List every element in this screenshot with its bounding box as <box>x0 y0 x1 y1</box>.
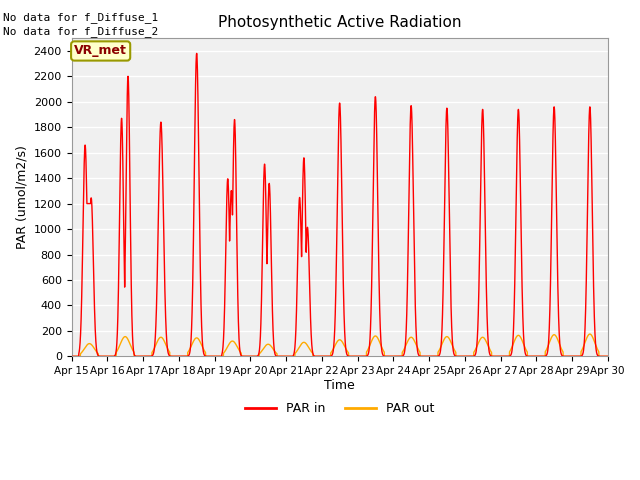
Text: No data for f_Diffuse_1: No data for f_Diffuse_1 <box>3 12 159 23</box>
Text: No data for f_Diffuse_2: No data for f_Diffuse_2 <box>3 26 159 37</box>
Text: VR_met: VR_met <box>74 45 127 58</box>
X-axis label: Time: Time <box>324 379 355 392</box>
Y-axis label: PAR (umol/m2/s): PAR (umol/m2/s) <box>15 145 28 249</box>
Legend: PAR in, PAR out: PAR in, PAR out <box>240 397 439 420</box>
Title: Photosynthetic Active Radiation: Photosynthetic Active Radiation <box>218 15 461 30</box>
